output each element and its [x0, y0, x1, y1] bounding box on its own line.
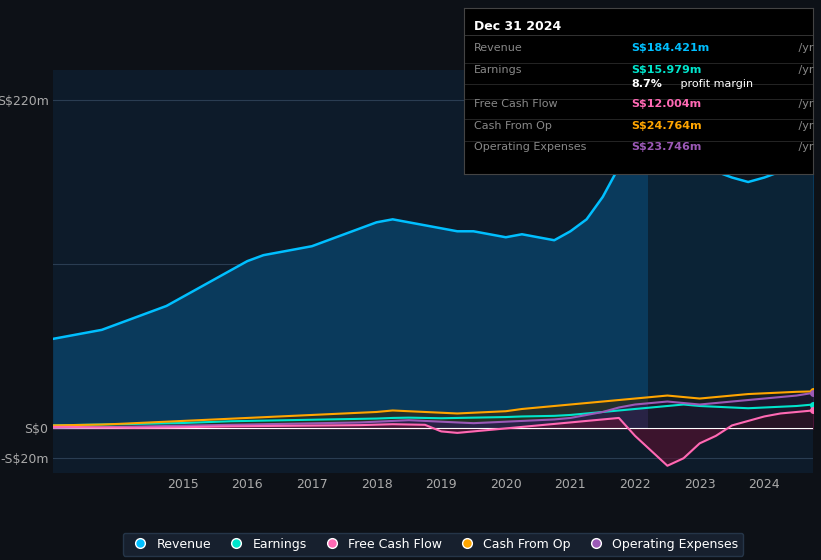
Text: Dec 31 2024: Dec 31 2024 — [475, 20, 562, 33]
Text: profit margin: profit margin — [677, 80, 753, 90]
Bar — [648, 70, 813, 428]
Text: Revenue: Revenue — [475, 43, 523, 53]
Text: /yr: /yr — [796, 43, 814, 53]
Text: S$23.746m: S$23.746m — [631, 142, 702, 152]
Text: S$15.979m: S$15.979m — [631, 64, 702, 74]
Text: /yr: /yr — [796, 64, 814, 74]
Text: S$12.004m: S$12.004m — [631, 99, 701, 109]
Text: /yr: /yr — [796, 99, 814, 109]
Text: S$24.764m: S$24.764m — [631, 121, 702, 130]
Text: Operating Expenses: Operating Expenses — [475, 142, 587, 152]
Text: Earnings: Earnings — [475, 64, 523, 74]
Legend: Revenue, Earnings, Free Cash Flow, Cash From Op, Operating Expenses: Revenue, Earnings, Free Cash Flow, Cash … — [123, 533, 743, 556]
Text: Free Cash Flow: Free Cash Flow — [475, 99, 558, 109]
Text: /yr: /yr — [796, 142, 814, 152]
Text: Cash From Op: Cash From Op — [475, 121, 553, 130]
Text: 8.7%: 8.7% — [631, 80, 663, 90]
Text: S$184.421m: S$184.421m — [631, 43, 709, 53]
Text: /yr: /yr — [796, 121, 814, 130]
